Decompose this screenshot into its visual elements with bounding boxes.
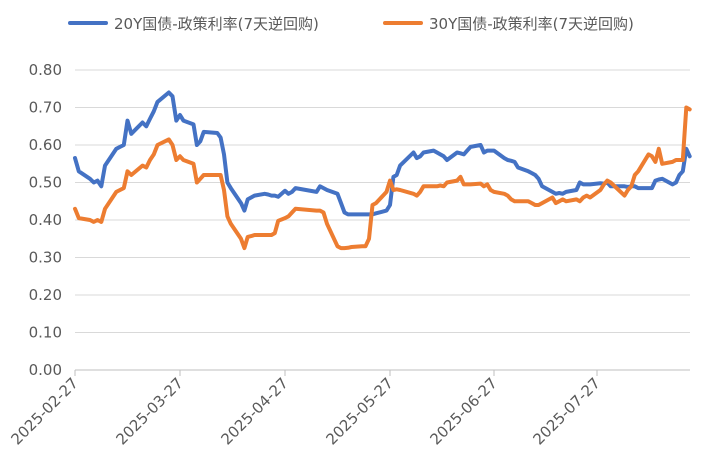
y-tick-label: 0.60	[29, 136, 62, 154]
x-tick-label: 2025-06-27	[426, 374, 500, 448]
legend-item-20y: 20Y国债-政策利率(7天逆回购)	[68, 12, 319, 34]
series-line-30y	[73, 105, 692, 251]
x-tick-label: 2025-03-27	[112, 374, 186, 448]
y-tick-label: 0.70	[29, 99, 62, 117]
x-tick-label: 2025-05-27	[322, 374, 396, 448]
legend-swatch-20y	[68, 21, 108, 25]
series-line-20y	[73, 90, 692, 217]
y-tick-label: 0.80	[29, 61, 62, 79]
legend-label-30y: 30Y国债-政策利率(7天逆回购)	[429, 14, 634, 33]
y-tick-label: 0.30	[29, 249, 62, 267]
y-tick-label: 0.40	[29, 211, 62, 229]
y-tick-label: 0.00	[29, 361, 62, 379]
x-tick-label: 2025-02-27	[7, 374, 81, 448]
legend-swatch-30y	[383, 21, 423, 25]
x-tick-label: 2025-04-27	[217, 374, 291, 448]
y-tick-label: 0.20	[29, 286, 62, 304]
y-tick-label: 0.10	[29, 324, 62, 342]
legend-item-30y: 30Y国债-政策利率(7天逆回购)	[383, 12, 634, 34]
y-tick-label: 0.50	[29, 174, 62, 192]
legend: 20Y国债-政策利率(7天逆回购) 30Y国债-政策利率(7天逆回购)	[0, 12, 716, 34]
legend-label-20y: 20Y国债-政策利率(7天逆回购)	[114, 14, 319, 33]
x-tick-label: 2025-07-27	[529, 374, 603, 448]
